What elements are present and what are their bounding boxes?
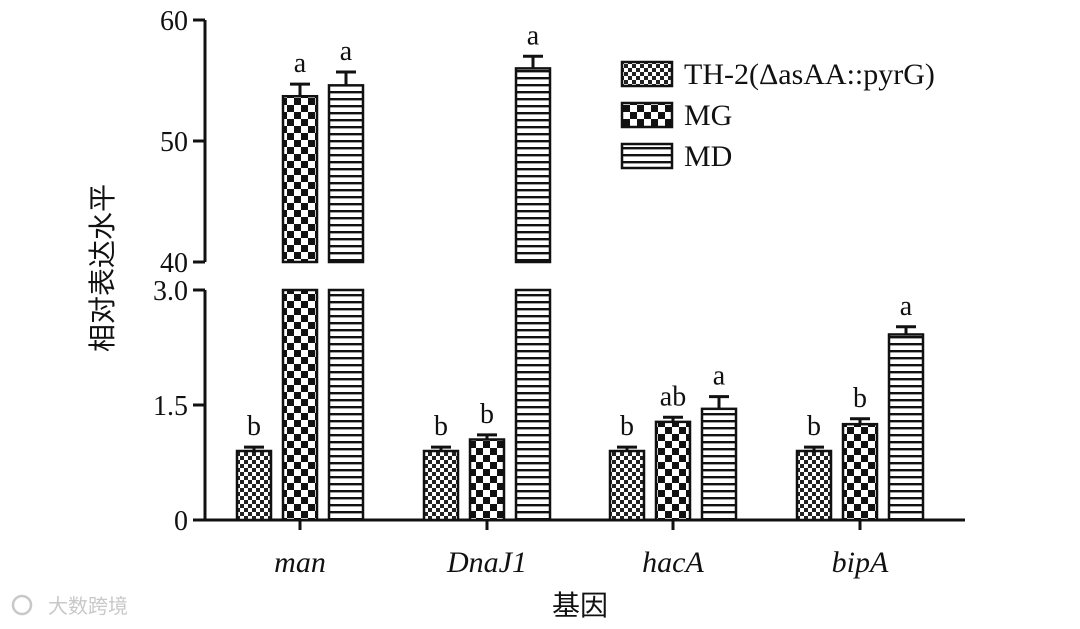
legend-label: TH-2(ΔasAA::pyrG) (684, 58, 935, 91)
bar (700, 407, 738, 522)
y-tick-label: 1.5 (153, 391, 188, 422)
bar (235, 449, 273, 522)
significance-label: a (527, 20, 540, 51)
significance-label: b (853, 383, 867, 414)
significance-label: a (900, 291, 913, 322)
legend-label: MG (684, 99, 732, 132)
significance-label: b (807, 411, 821, 442)
x-axis-title: 基因 (552, 589, 608, 622)
bar (608, 449, 646, 522)
x-tick-label: hacA (642, 546, 704, 579)
y-tick-label: 3.0 (153, 276, 188, 307)
weibo-icon (11, 594, 33, 616)
significance-label: b (434, 411, 448, 442)
y-axis-title: 相对表达水平 (86, 184, 119, 352)
significance-label: ab (660, 381, 686, 412)
bar (514, 67, 552, 264)
x-tick-label: DnaJ1 (446, 546, 527, 579)
y-tick-label: 0 (174, 506, 188, 537)
legend-swatch (620, 60, 674, 88)
legend-swatch (620, 101, 674, 129)
y-tick-label: 60 (160, 6, 188, 37)
y-tick-label: 50 (160, 127, 188, 158)
legend-label: MD (684, 140, 732, 173)
bar (327, 84, 365, 264)
legend-swatch (620, 142, 674, 170)
bar (468, 438, 506, 522)
watermark-text: 大数跨境 (48, 594, 128, 618)
significance-label: b (620, 411, 634, 442)
significance-label: a (713, 361, 726, 392)
significance-label: b (247, 411, 261, 442)
bar (281, 94, 319, 264)
bar (841, 422, 879, 522)
bar (281, 288, 319, 522)
significance-label: a (294, 48, 307, 79)
y-tick-label: 40 (160, 248, 188, 279)
x-tick-label: man (274, 546, 326, 579)
bar (327, 288, 365, 522)
bar (422, 449, 460, 522)
bar (795, 449, 833, 522)
bar (514, 288, 552, 522)
significance-label: b (480, 399, 494, 430)
bar (654, 420, 692, 522)
significance-label: a (340, 36, 353, 67)
x-tick-label: bipA (832, 546, 889, 579)
watermark: 大数跨境 (11, 594, 128, 618)
bar (887, 333, 925, 522)
